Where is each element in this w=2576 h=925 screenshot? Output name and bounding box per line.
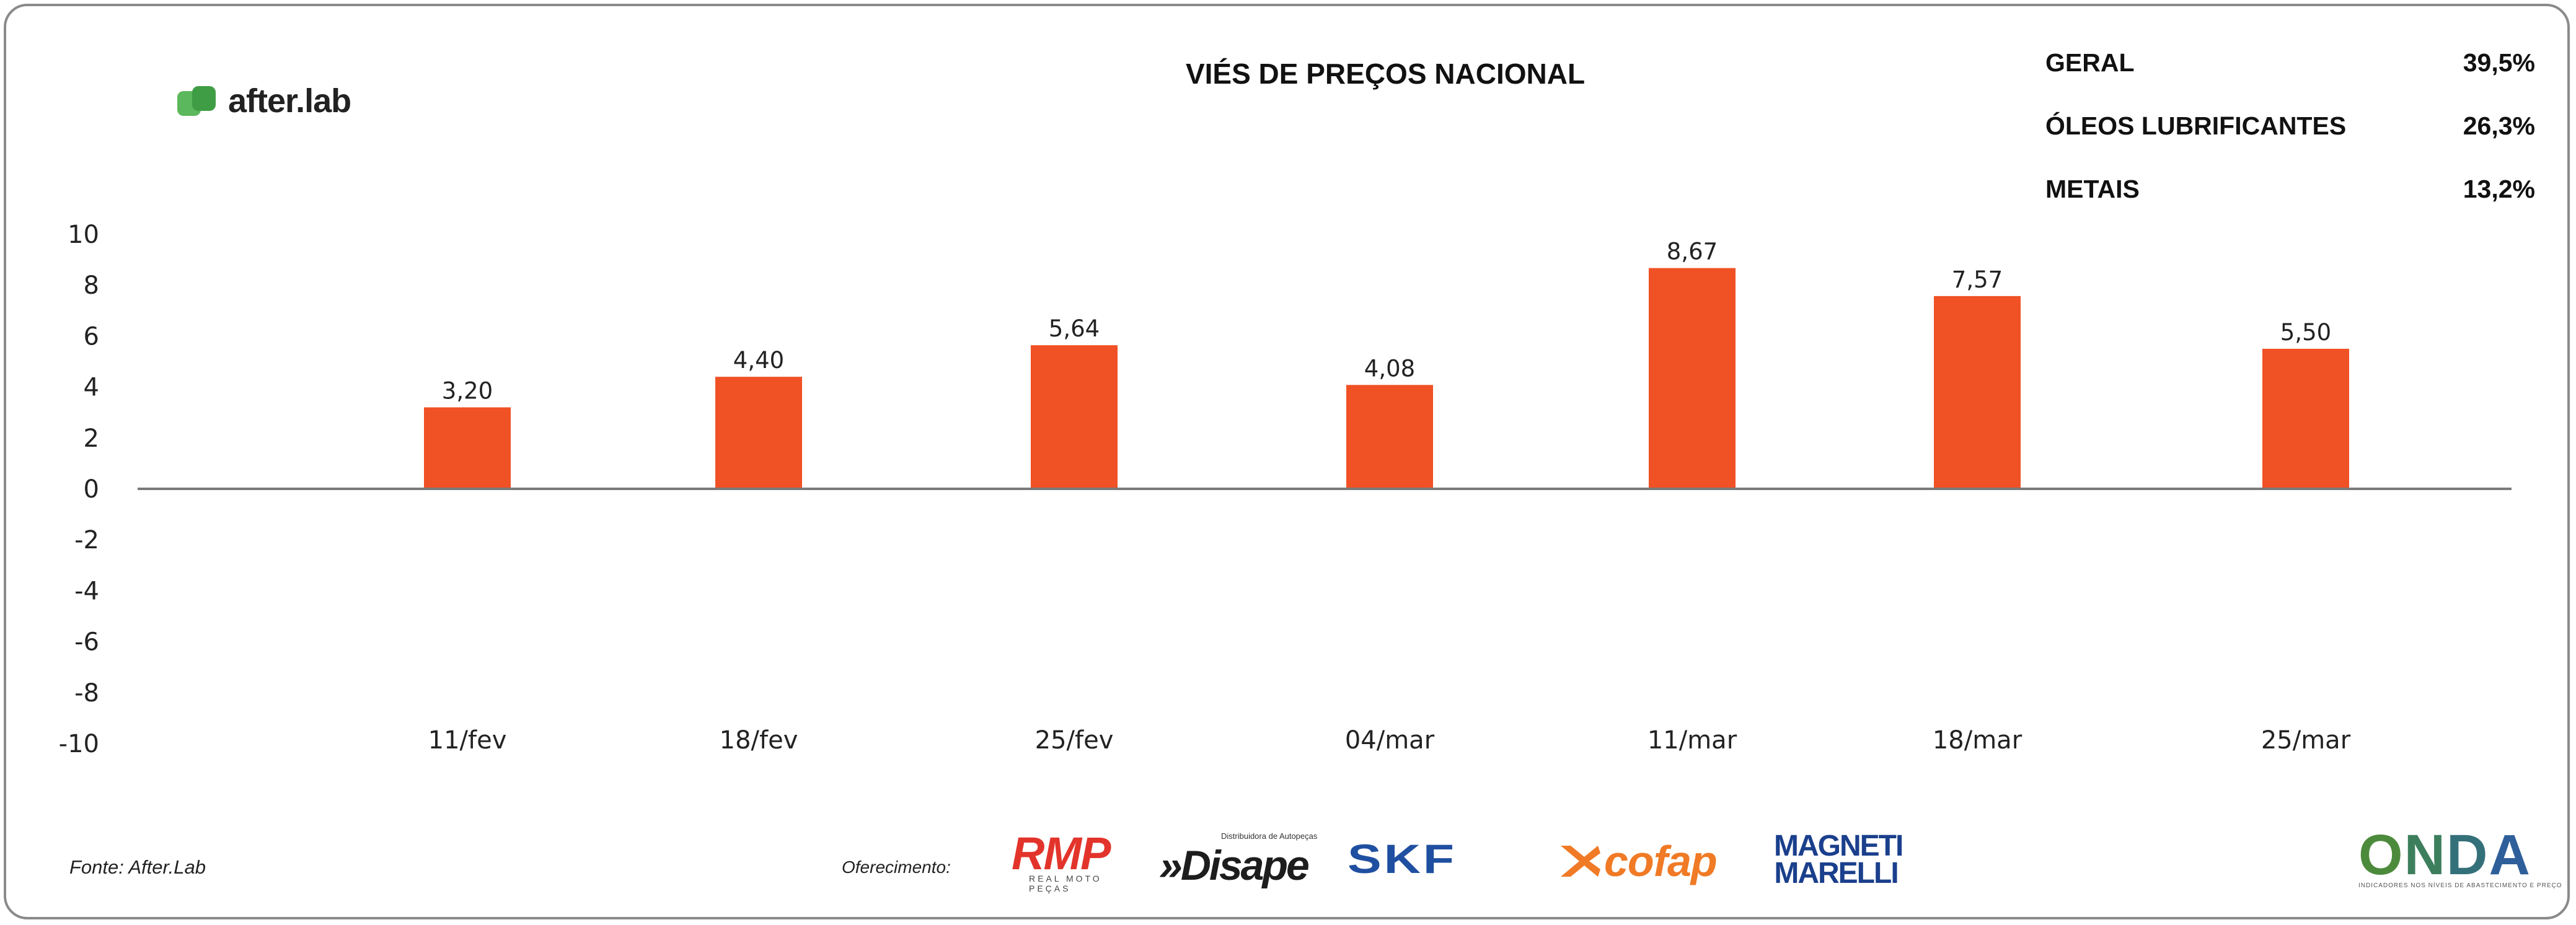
data-label: 5,64 xyxy=(1049,315,1100,342)
summary-label: GERAL xyxy=(2045,48,2135,77)
bar xyxy=(1031,345,1118,488)
magneti-line1: MAGNETI xyxy=(1774,830,1903,862)
bar xyxy=(715,377,802,488)
sponsors-label: Oferecimento: xyxy=(842,857,951,877)
data-label: 7,57 xyxy=(1952,266,2003,293)
magneti-line2: MARELLI xyxy=(1774,857,1899,890)
data-label: 4,08 xyxy=(1364,355,1415,382)
after-lab-logo-icon xyxy=(175,84,221,118)
bar xyxy=(1934,296,2021,488)
cofap-logo: cofap xyxy=(1555,836,1718,886)
cofap-mark-icon xyxy=(1561,846,1600,877)
onda-tagline: INDICADORES NOS NÍVEIS DE ABASTECIMENTO … xyxy=(2358,882,2562,889)
y-tick-label: 4 xyxy=(84,374,99,402)
cofap-logo-text: cofap xyxy=(1604,837,1718,885)
rmp-logo: RMP REAL MOTO PEÇAS xyxy=(1012,828,1136,894)
summary-value: 39,5% xyxy=(2463,48,2535,77)
source-note: Fonte: After.Lab xyxy=(69,856,206,878)
summary-label: METAIS xyxy=(2045,175,2140,203)
y-tick-label: 6 xyxy=(84,322,99,351)
x-tick-label: 25/fev xyxy=(1035,726,1114,755)
x-tick-label: 25/mar xyxy=(2261,726,2351,755)
data-label: 8,67 xyxy=(1667,239,1718,265)
after-lab-logo: after.lab xyxy=(175,82,351,120)
skf-logo: SKF xyxy=(1348,836,1457,882)
disape-logo-text: »Disape xyxy=(1159,842,1310,889)
data-label: 3,20 xyxy=(442,377,493,404)
chart-title: VIÉS DE PREÇOS NACIONAL xyxy=(1185,58,1586,90)
magneti-marelli-logo: MAGNETI MARELLI xyxy=(1774,830,1903,890)
summary-row-oleos: ÓLEOS LUBRIFICANTES 26,3% xyxy=(2045,112,2535,149)
y-tick-label: 0 xyxy=(84,475,99,504)
summary-row-metais: METAIS 13,2% xyxy=(2045,175,2535,212)
x-tick-label: 11/mar xyxy=(1647,726,1737,755)
summary-row-geral: GERAL 39,5% xyxy=(2045,48,2535,85)
y-tick-label: -2 xyxy=(74,526,99,555)
bar xyxy=(1649,268,1736,488)
brand-name: after.lab xyxy=(228,82,351,120)
onda-logo: ONDA INDICADORES NOS NÍVEIS DE ABASTECIM… xyxy=(2358,823,2562,889)
summary-value: 26,3% xyxy=(2463,112,2535,140)
disape-tagline: Distribuidora de Autopeças xyxy=(1221,831,1318,841)
y-tick-label: -8 xyxy=(74,679,99,708)
data-label: 5,50 xyxy=(2280,319,2331,346)
y-tick-label: -6 xyxy=(74,628,99,657)
y-tick-label: -4 xyxy=(74,577,99,605)
y-tick-label: -10 xyxy=(59,730,99,758)
bar xyxy=(2262,348,2349,488)
x-tick-label: 11/fev xyxy=(428,726,507,755)
x-tick-label: 18/fev xyxy=(720,726,798,755)
summary-label: ÓLEOS LUBRIFICANTES xyxy=(2045,112,2347,140)
summary-value: 13,2% xyxy=(2463,175,2535,203)
rmp-tagline: REAL MOTO PEÇAS xyxy=(1029,874,1102,893)
onda-logo-text: ONDA xyxy=(2358,823,2531,887)
bar xyxy=(424,407,511,488)
data-label: 4,40 xyxy=(733,347,784,374)
y-tick-label: 2 xyxy=(84,424,99,453)
rmp-logo-text: RMP xyxy=(1012,828,1111,879)
x-tick-label: 18/mar xyxy=(1933,726,2022,755)
x-tick-label: 04/mar xyxy=(1345,726,1435,755)
bar xyxy=(1346,385,1433,488)
y-tick-label: 10 xyxy=(68,221,99,249)
y-tick-label: 8 xyxy=(84,271,99,300)
